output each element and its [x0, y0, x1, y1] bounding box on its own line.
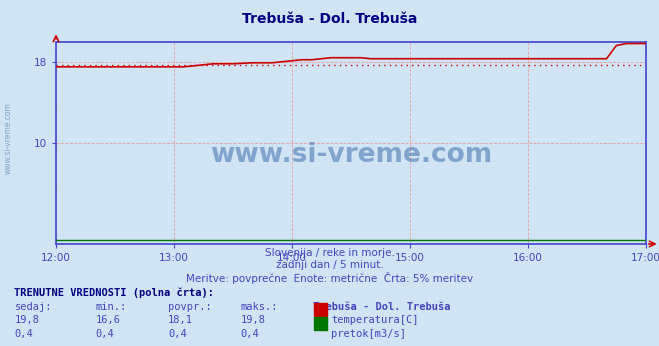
- Text: 0,4: 0,4: [96, 329, 114, 339]
- Text: 19,8: 19,8: [14, 315, 40, 325]
- Text: Trebuša - Dol. Trebuša: Trebuša - Dol. Trebuša: [242, 12, 417, 26]
- Text: pretok[m3/s]: pretok[m3/s]: [331, 329, 407, 339]
- Text: Slovenija / reke in morje.: Slovenija / reke in morje.: [264, 248, 395, 258]
- Text: 18,1: 18,1: [168, 315, 193, 325]
- Text: Trebuša - Dol. Trebuša: Trebuša - Dol. Trebuša: [313, 302, 451, 312]
- Text: Meritve: povprečne  Enote: metrične  Črta: 5% meritev: Meritve: povprečne Enote: metrične Črta:…: [186, 272, 473, 284]
- Text: 0,4: 0,4: [241, 329, 259, 339]
- Text: temperatura[C]: temperatura[C]: [331, 315, 419, 325]
- Text: 0,4: 0,4: [168, 329, 186, 339]
- Text: zadnji dan / 5 minut.: zadnji dan / 5 minut.: [275, 260, 384, 270]
- Text: www.si-vreme.com: www.si-vreme.com: [210, 142, 492, 168]
- Text: povpr.:: povpr.:: [168, 302, 212, 312]
- Text: maks.:: maks.:: [241, 302, 278, 312]
- Text: 19,8: 19,8: [241, 315, 266, 325]
- Text: 0,4: 0,4: [14, 329, 33, 339]
- Text: www.si-vreme.com: www.si-vreme.com: [4, 102, 13, 174]
- Text: TRENUTNE VREDNOSTI (polna črta):: TRENUTNE VREDNOSTI (polna črta):: [14, 288, 214, 298]
- Text: min.:: min.:: [96, 302, 127, 312]
- Text: sedaj:: sedaj:: [14, 302, 52, 312]
- Text: 16,6: 16,6: [96, 315, 121, 325]
